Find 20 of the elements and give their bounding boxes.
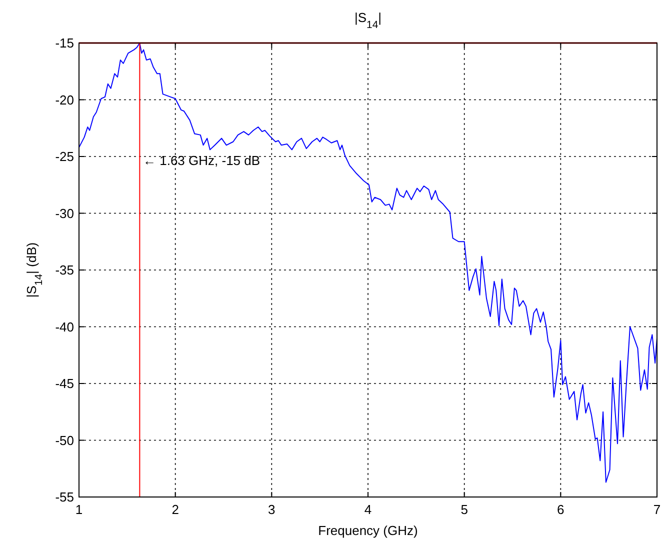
x-tick-label: 6 — [557, 502, 564, 517]
x-axis-title: Frequency (GHz) — [318, 523, 418, 538]
x-tick-label: 1 — [75, 502, 83, 517]
line-series — [78, 42, 658, 483]
x-tick-label: 5 — [460, 502, 468, 517]
y-tick-label: -30 — [55, 206, 74, 221]
y-tick-label: -45 — [55, 376, 74, 391]
y-tick-label: -25 — [55, 149, 74, 164]
x-tick-label: 2 — [172, 502, 179, 517]
x-tick-label: 3 — [268, 502, 276, 517]
chart-title: |S$_{14}$| — [354, 10, 382, 30]
y-tick-label: -55 — [55, 490, 74, 504]
annotation: ← 1.63 GHz, -15 dB — [143, 153, 260, 168]
y-tick-label: -15 — [55, 36, 74, 50]
y-tick-label: -50 — [55, 432, 74, 448]
x-tick-label: 4 — [364, 502, 372, 517]
y-tick-label: -40 — [55, 319, 74, 334]
y-tick-label: -20 — [55, 92, 74, 108]
y-tick-label: -35 — [55, 262, 74, 278]
x-tick-label: 7 — [653, 502, 661, 517]
